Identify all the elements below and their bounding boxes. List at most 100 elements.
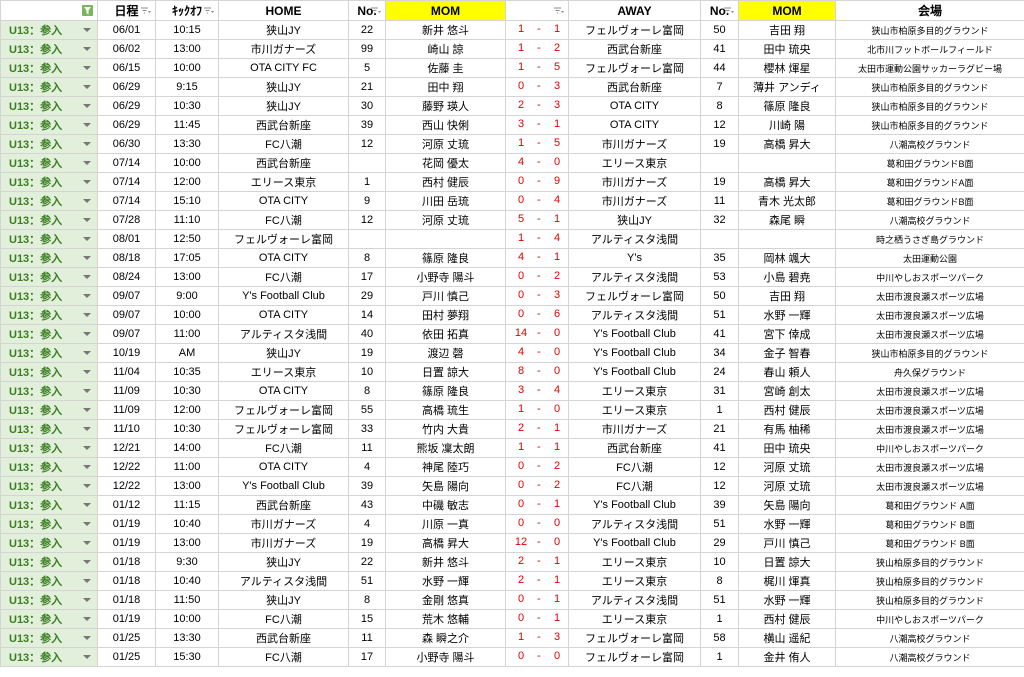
home-no-cell: 55 [348, 400, 386, 420]
dropdown-arrow[interactable] [83, 218, 91, 222]
dropdown-arrow[interactable] [83, 294, 91, 298]
dropdown-arrow[interactable] [83, 408, 91, 412]
dropdown-arrow[interactable] [83, 598, 91, 602]
dropdown-arrow[interactable] [83, 256, 91, 260]
filter-button[interactable] [140, 5, 151, 16]
filter-button[interactable] [203, 5, 214, 16]
home-score: 1 [517, 42, 525, 54]
dropdown-arrow[interactable] [83, 579, 91, 583]
filter-button[interactable] [82, 5, 93, 16]
category-cell[interactable]: U13：参入 [0, 172, 98, 192]
home-mom-cell: 高橋 昇大 [385, 533, 506, 553]
filter-button[interactable] [370, 5, 381, 16]
category-cell[interactable]: U13：参入 [0, 20, 98, 40]
dropdown-arrow[interactable] [83, 503, 91, 507]
dropdown-arrow[interactable] [83, 142, 91, 146]
category-cell[interactable]: U13：参入 [0, 628, 98, 648]
home-cell: フェルヴォーレ富岡 [218, 229, 349, 249]
category-cell[interactable]: U13：参入 [0, 590, 98, 610]
dropdown-arrow[interactable] [83, 351, 91, 355]
header-cell: ｷｯｸｵﾌ [155, 0, 219, 21]
dropdown-arrow[interactable] [83, 636, 91, 640]
dropdown-arrow[interactable] [83, 237, 91, 241]
category-cell[interactable]: U13：参入 [0, 324, 98, 344]
category-cell[interactable]: U13：参入 [0, 134, 98, 154]
category-cell[interactable]: U13：参入 [0, 476, 98, 496]
home-score: 0 [517, 593, 525, 605]
dropdown-arrow[interactable] [83, 180, 91, 184]
dropdown-arrow[interactable] [83, 199, 91, 203]
category-cell[interactable]: U13：参入 [0, 514, 98, 534]
dropdown-arrow[interactable] [83, 66, 91, 70]
home-mom-cell: 矢島 陽向 [385, 476, 506, 496]
dropdown-arrow[interactable] [83, 123, 91, 127]
dropdown-arrow[interactable] [83, 446, 91, 450]
home-mom-cell: 渡辺 磬 [385, 343, 506, 363]
date-cell: 12/22 [97, 476, 156, 496]
category-cell[interactable]: U13：参入 [0, 647, 98, 667]
category-cell[interactable]: U13：参入 [0, 210, 98, 230]
category-cell[interactable]: U13：参入 [0, 552, 98, 572]
category-cell[interactable]: U13：参入 [0, 58, 98, 78]
dropdown-arrow[interactable] [83, 465, 91, 469]
filter-button[interactable] [553, 5, 564, 16]
filter-button[interactable] [723, 5, 734, 16]
category-cell[interactable]: U13：参入 [0, 191, 98, 211]
dropdown-arrow[interactable] [83, 313, 91, 317]
away-mom-cell: 宮下 倖成 [738, 324, 836, 344]
home-no-cell: 15 [348, 609, 386, 629]
dropdown-arrow[interactable] [83, 275, 91, 279]
category-cell[interactable]: U13：参入 [0, 39, 98, 59]
away-no-cell: 1 [700, 609, 739, 629]
category-cell[interactable]: U13：参入 [0, 153, 98, 173]
category-cell[interactable]: U13：参入 [0, 362, 98, 382]
time-cell: 9:00 [155, 286, 219, 306]
category-cell[interactable]: U13：参入 [0, 438, 98, 458]
dropdown-arrow[interactable] [83, 484, 91, 488]
dropdown-arrow[interactable] [83, 655, 91, 659]
dropdown-arrow[interactable] [83, 104, 91, 108]
dropdown-arrow[interactable] [83, 427, 91, 431]
category-cell[interactable]: U13：参入 [0, 267, 98, 287]
dropdown-arrow[interactable] [83, 560, 91, 564]
home-mom-cell: 竹内 大貴 [385, 419, 506, 439]
away-no-cell: 24 [700, 362, 739, 382]
home-no-cell: 14 [348, 305, 386, 325]
category-cell[interactable]: U13：参入 [0, 400, 98, 420]
dropdown-arrow[interactable] [83, 541, 91, 545]
home-cell: 西武台新座 [218, 628, 349, 648]
home-score: 4 [517, 251, 525, 263]
dropdown-arrow[interactable] [83, 370, 91, 374]
category-cell[interactable]: U13：参入 [0, 305, 98, 325]
away-mom-cell: 森尾 瞬 [738, 210, 836, 230]
dropdown-arrow[interactable] [83, 85, 91, 89]
category-cell[interactable]: U13：参入 [0, 457, 98, 477]
category-cell[interactable]: U13：参入 [0, 96, 98, 116]
dropdown-arrow[interactable] [83, 389, 91, 393]
dropdown-arrow[interactable] [83, 47, 91, 51]
category-cell[interactable]: U13：参入 [0, 533, 98, 553]
category-cell[interactable]: U13：参入 [0, 495, 98, 515]
score-separator: - [537, 232, 541, 244]
venue-cell: 太田市渡良瀬スポーツ広場 [835, 457, 1024, 477]
score-separator: - [537, 460, 541, 472]
score-cell: 0-2 [505, 476, 569, 496]
venue-cell: 八潮高校グラウンド [835, 647, 1024, 667]
category-cell[interactable]: U13：参入 [0, 381, 98, 401]
category-cell[interactable]: U13：参入 [0, 115, 98, 135]
dropdown-arrow[interactable] [83, 332, 91, 336]
category-cell[interactable]: U13：参入 [0, 571, 98, 591]
dropdown-arrow[interactable] [83, 522, 91, 526]
dropdown-arrow[interactable] [83, 161, 91, 165]
category-cell[interactable]: U13：参入 [0, 229, 98, 249]
category-cell[interactable]: U13：参入 [0, 419, 98, 439]
category-cell[interactable]: U13：参入 [0, 77, 98, 97]
dropdown-arrow[interactable] [83, 28, 91, 32]
date-cell: 01/12 [97, 495, 156, 515]
dropdown-arrow[interactable] [83, 617, 91, 621]
category-cell[interactable]: U13：参入 [0, 343, 98, 363]
category-cell[interactable]: U13：参入 [0, 286, 98, 306]
category-cell[interactable]: U13：参入 [0, 609, 98, 629]
category-cell[interactable]: U13：参入 [0, 248, 98, 268]
